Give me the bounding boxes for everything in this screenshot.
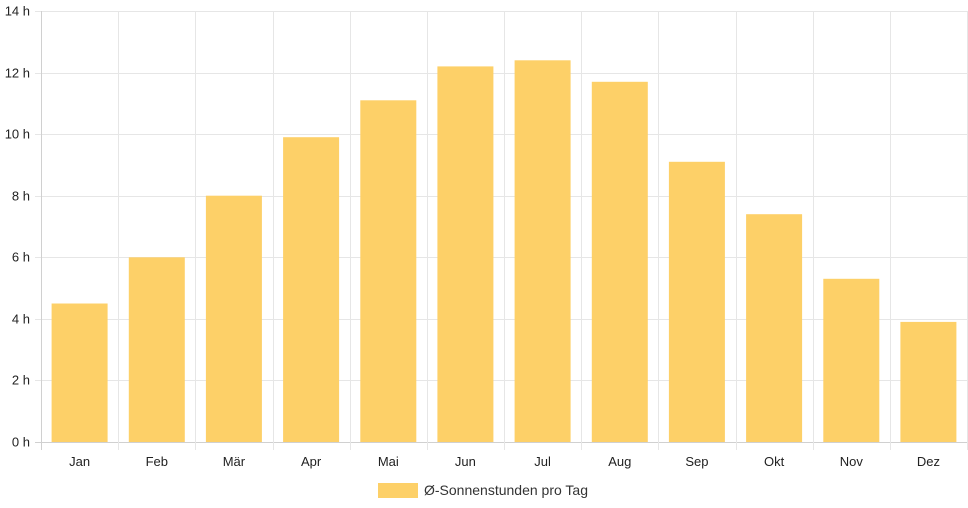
x-tick-label: Dez: [917, 454, 940, 469]
chart-legend[interactable]: Ø-Sonnenstunden pro Tag: [378, 482, 588, 498]
bar-feb[interactable]: [128, 257, 185, 442]
x-tick-label: Aug: [608, 454, 631, 469]
legend-swatch: [378, 483, 418, 498]
x-tick-label: Okt: [764, 454, 785, 469]
y-tick-label: 6 h: [12, 250, 30, 265]
bar-dez[interactable]: [900, 321, 957, 442]
legend-label: Ø-Sonnenstunden pro Tag: [424, 482, 588, 498]
bar-apr[interactable]: [283, 137, 340, 442]
x-tick-label: Jun: [455, 454, 476, 469]
x-tick-label: Jan: [69, 454, 90, 469]
bar-jan[interactable]: [51, 303, 108, 443]
x-axis: Jan Feb Mär Apr Mai Jun Jul Aug Sep Okt Nov Dez: [69, 454, 940, 469]
x-tick-label: Jul: [534, 454, 551, 469]
x-tick-label: Nov: [840, 454, 864, 469]
x-tick-label: Sep: [685, 454, 708, 469]
x-tick-label: Mai: [378, 454, 399, 469]
bar-aug[interactable]: [591, 81, 648, 443]
y-tick-label: 8 h: [12, 189, 30, 204]
y-tick-label: 2 h: [12, 373, 30, 388]
bar-okt[interactable]: [746, 214, 803, 442]
y-tick-label: 10 h: [5, 127, 30, 142]
bar-jun[interactable]: [437, 66, 494, 443]
chart-bars: [51, 60, 957, 443]
bar-nov[interactable]: [823, 278, 880, 442]
y-tick-label: 4 h: [12, 312, 30, 327]
bar-jul[interactable]: [514, 60, 571, 443]
y-tick-label: 0 h: [12, 435, 30, 450]
y-axis: 0 h 2 h 4 h 6 h 8 h 10 h 12 h 14 h: [5, 4, 30, 450]
bar-mai[interactable]: [360, 100, 417, 443]
chart-grid: [35, 11, 968, 450]
y-tick-label: 14 h: [5, 4, 30, 19]
x-tick-label: Feb: [146, 454, 168, 469]
bar-mär[interactable]: [205, 195, 262, 442]
y-tick-label: 12 h: [5, 66, 30, 81]
bar-sep[interactable]: [668, 161, 725, 443]
x-tick-label: Mär: [223, 454, 246, 469]
x-tick-label: Apr: [301, 454, 322, 469]
